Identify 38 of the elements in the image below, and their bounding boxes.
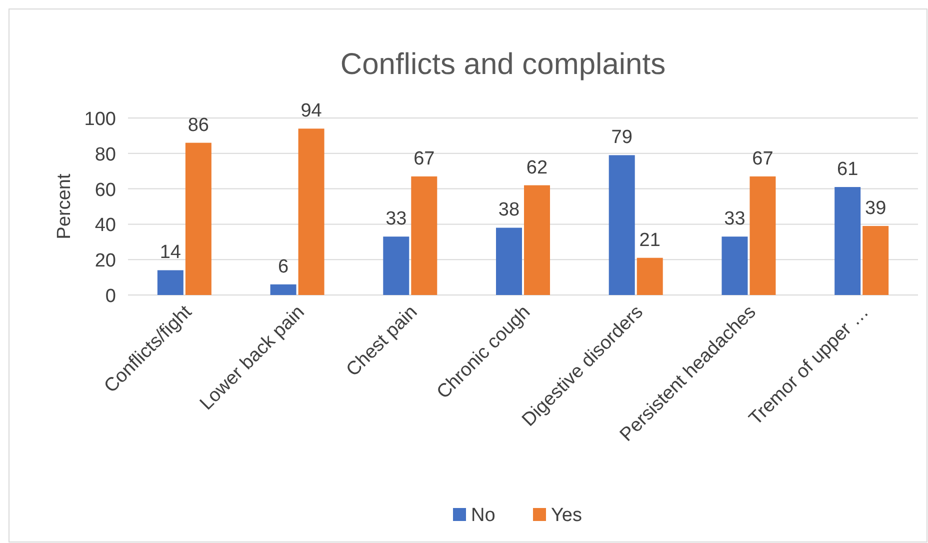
legend-label: No: [471, 505, 496, 526]
bar: [298, 128, 324, 295]
y-tick-label: 80: [94, 144, 116, 166]
y-tick-label: 0: [105, 286, 116, 307]
bar: [608, 155, 635, 295]
bar: [270, 284, 296, 295]
bar: [185, 142, 212, 295]
y-axis-title: Percent: [54, 173, 75, 240]
data-label: 67: [414, 148, 435, 170]
bar: [636, 258, 663, 295]
data-label: 86: [188, 114, 209, 136]
data-label: 21: [639, 230, 660, 251]
legend-label: Yes: [551, 505, 582, 526]
bar: [496, 228, 522, 295]
data-label: 94: [300, 100, 322, 122]
bar: [524, 185, 550, 295]
data-label: 33: [724, 208, 746, 230]
data-label: 79: [611, 127, 632, 148]
data-label: 14: [160, 242, 182, 264]
bar: [750, 176, 776, 295]
data-label: 6: [278, 256, 289, 278]
y-tick-label: 60: [94, 180, 116, 201]
data-label: 33: [386, 208, 407, 230]
data-label: 38: [498, 200, 520, 221]
bar: [157, 270, 184, 295]
data-label: 67: [752, 148, 774, 170]
bar: [722, 236, 748, 295]
bar: [862, 226, 889, 295]
bar: [834, 187, 861, 295]
data-label: 39: [865, 198, 886, 219]
chart-title: Conflicts and complaints: [340, 48, 666, 81]
bar: [383, 236, 410, 295]
bar: [411, 176, 438, 295]
y-tick-label: 100: [84, 109, 116, 130]
y-tick-label: 40: [94, 215, 116, 236]
y-tick-label: 20: [94, 250, 116, 272]
data-label: 62: [526, 157, 548, 178]
data-label: 61: [837, 159, 858, 180]
